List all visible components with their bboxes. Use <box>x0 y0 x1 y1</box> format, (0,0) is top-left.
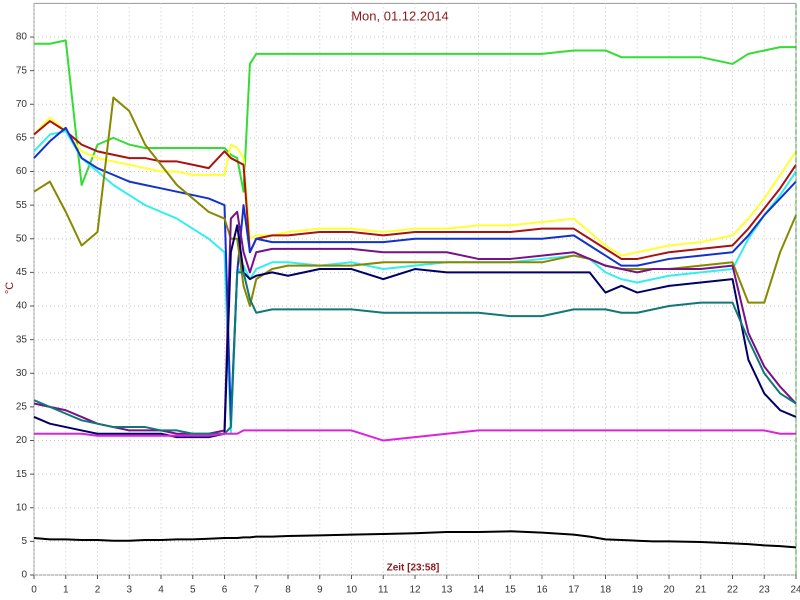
y-tick-label: 30 <box>16 368 28 379</box>
y-tick-label: 75 <box>16 65 28 76</box>
x-tick-label: 19 <box>632 585 644 596</box>
x-tick-label: 24 <box>790 585 800 596</box>
series-line <box>34 429 796 442</box>
x-tick-label: 5 <box>190 585 196 596</box>
y-tick-label: 40 <box>16 301 28 312</box>
y-tick-label: 10 <box>16 502 28 513</box>
x-tick-label: 15 <box>505 585 517 596</box>
y-tick-label: 70 <box>16 99 28 110</box>
x-tick-label: 11 <box>378 585 389 596</box>
y-tick-label: 35 <box>16 334 28 345</box>
x-tick-label: 21 <box>695 585 707 596</box>
x-tick-label: 1 <box>63 585 69 596</box>
y-tick-label: 50 <box>16 233 28 244</box>
x-tick-label: 12 <box>409 585 421 596</box>
y-tick-label: 60 <box>16 166 28 177</box>
x-tick-label: 8 <box>285 585 291 596</box>
series-line <box>33 116 797 257</box>
series-line <box>33 271 797 435</box>
y-tick-label: 0 <box>21 570 27 581</box>
y-tick-label: 45 <box>16 267 28 278</box>
x-tick-label: 20 <box>663 585 675 596</box>
series-line <box>34 39 796 193</box>
y-axis-label: °C <box>4 282 16 294</box>
series-line <box>33 120 797 260</box>
x-tick-label: 23 <box>759 585 771 596</box>
chart-title: Mon, 01.12.2014 <box>351 8 449 23</box>
x-tick-label: 0 <box>31 585 37 596</box>
y-tick-label: 80 <box>16 32 28 43</box>
x-tick-label: 14 <box>473 585 485 596</box>
x-axis-label: Zeit [23:58] <box>387 563 440 574</box>
y-tick-label: 65 <box>16 133 28 144</box>
series-line <box>33 530 797 549</box>
x-tick-label: 2 <box>95 585 101 596</box>
x-tick-label: 18 <box>600 585 612 596</box>
x-tick-label: 4 <box>158 585 164 596</box>
y-tick-label: 15 <box>16 469 28 480</box>
x-tick-label: 13 <box>441 585 453 596</box>
x-tick-label: 16 <box>536 585 548 596</box>
x-tick-label: 17 <box>568 585 580 596</box>
x-tick-label: 9 <box>317 585 323 596</box>
y-tick-label: 20 <box>16 435 28 446</box>
y-tick-label: 55 <box>16 200 28 211</box>
y-tick-label: 25 <box>16 402 28 413</box>
x-tick-label: 10 <box>346 585 358 596</box>
x-tick-label: 7 <box>253 585 259 596</box>
series-line <box>33 224 797 439</box>
series-line <box>33 126 797 422</box>
x-tick-label: 22 <box>727 585 739 596</box>
y-tick-label: 5 <box>21 536 27 547</box>
x-tick-label: 6 <box>222 585 228 596</box>
series-line <box>33 210 797 435</box>
x-tick-label: 3 <box>126 585 132 596</box>
